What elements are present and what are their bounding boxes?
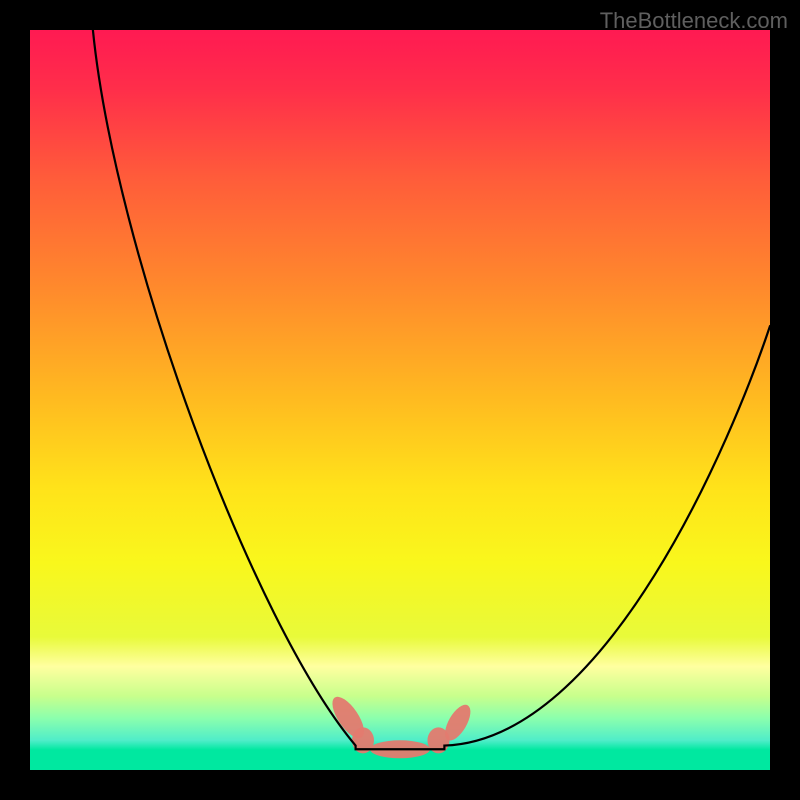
plot-background xyxy=(30,30,770,770)
plot-area xyxy=(30,30,770,770)
chart-container: TheBottleneck.com xyxy=(0,0,800,800)
plot-svg xyxy=(30,30,770,770)
